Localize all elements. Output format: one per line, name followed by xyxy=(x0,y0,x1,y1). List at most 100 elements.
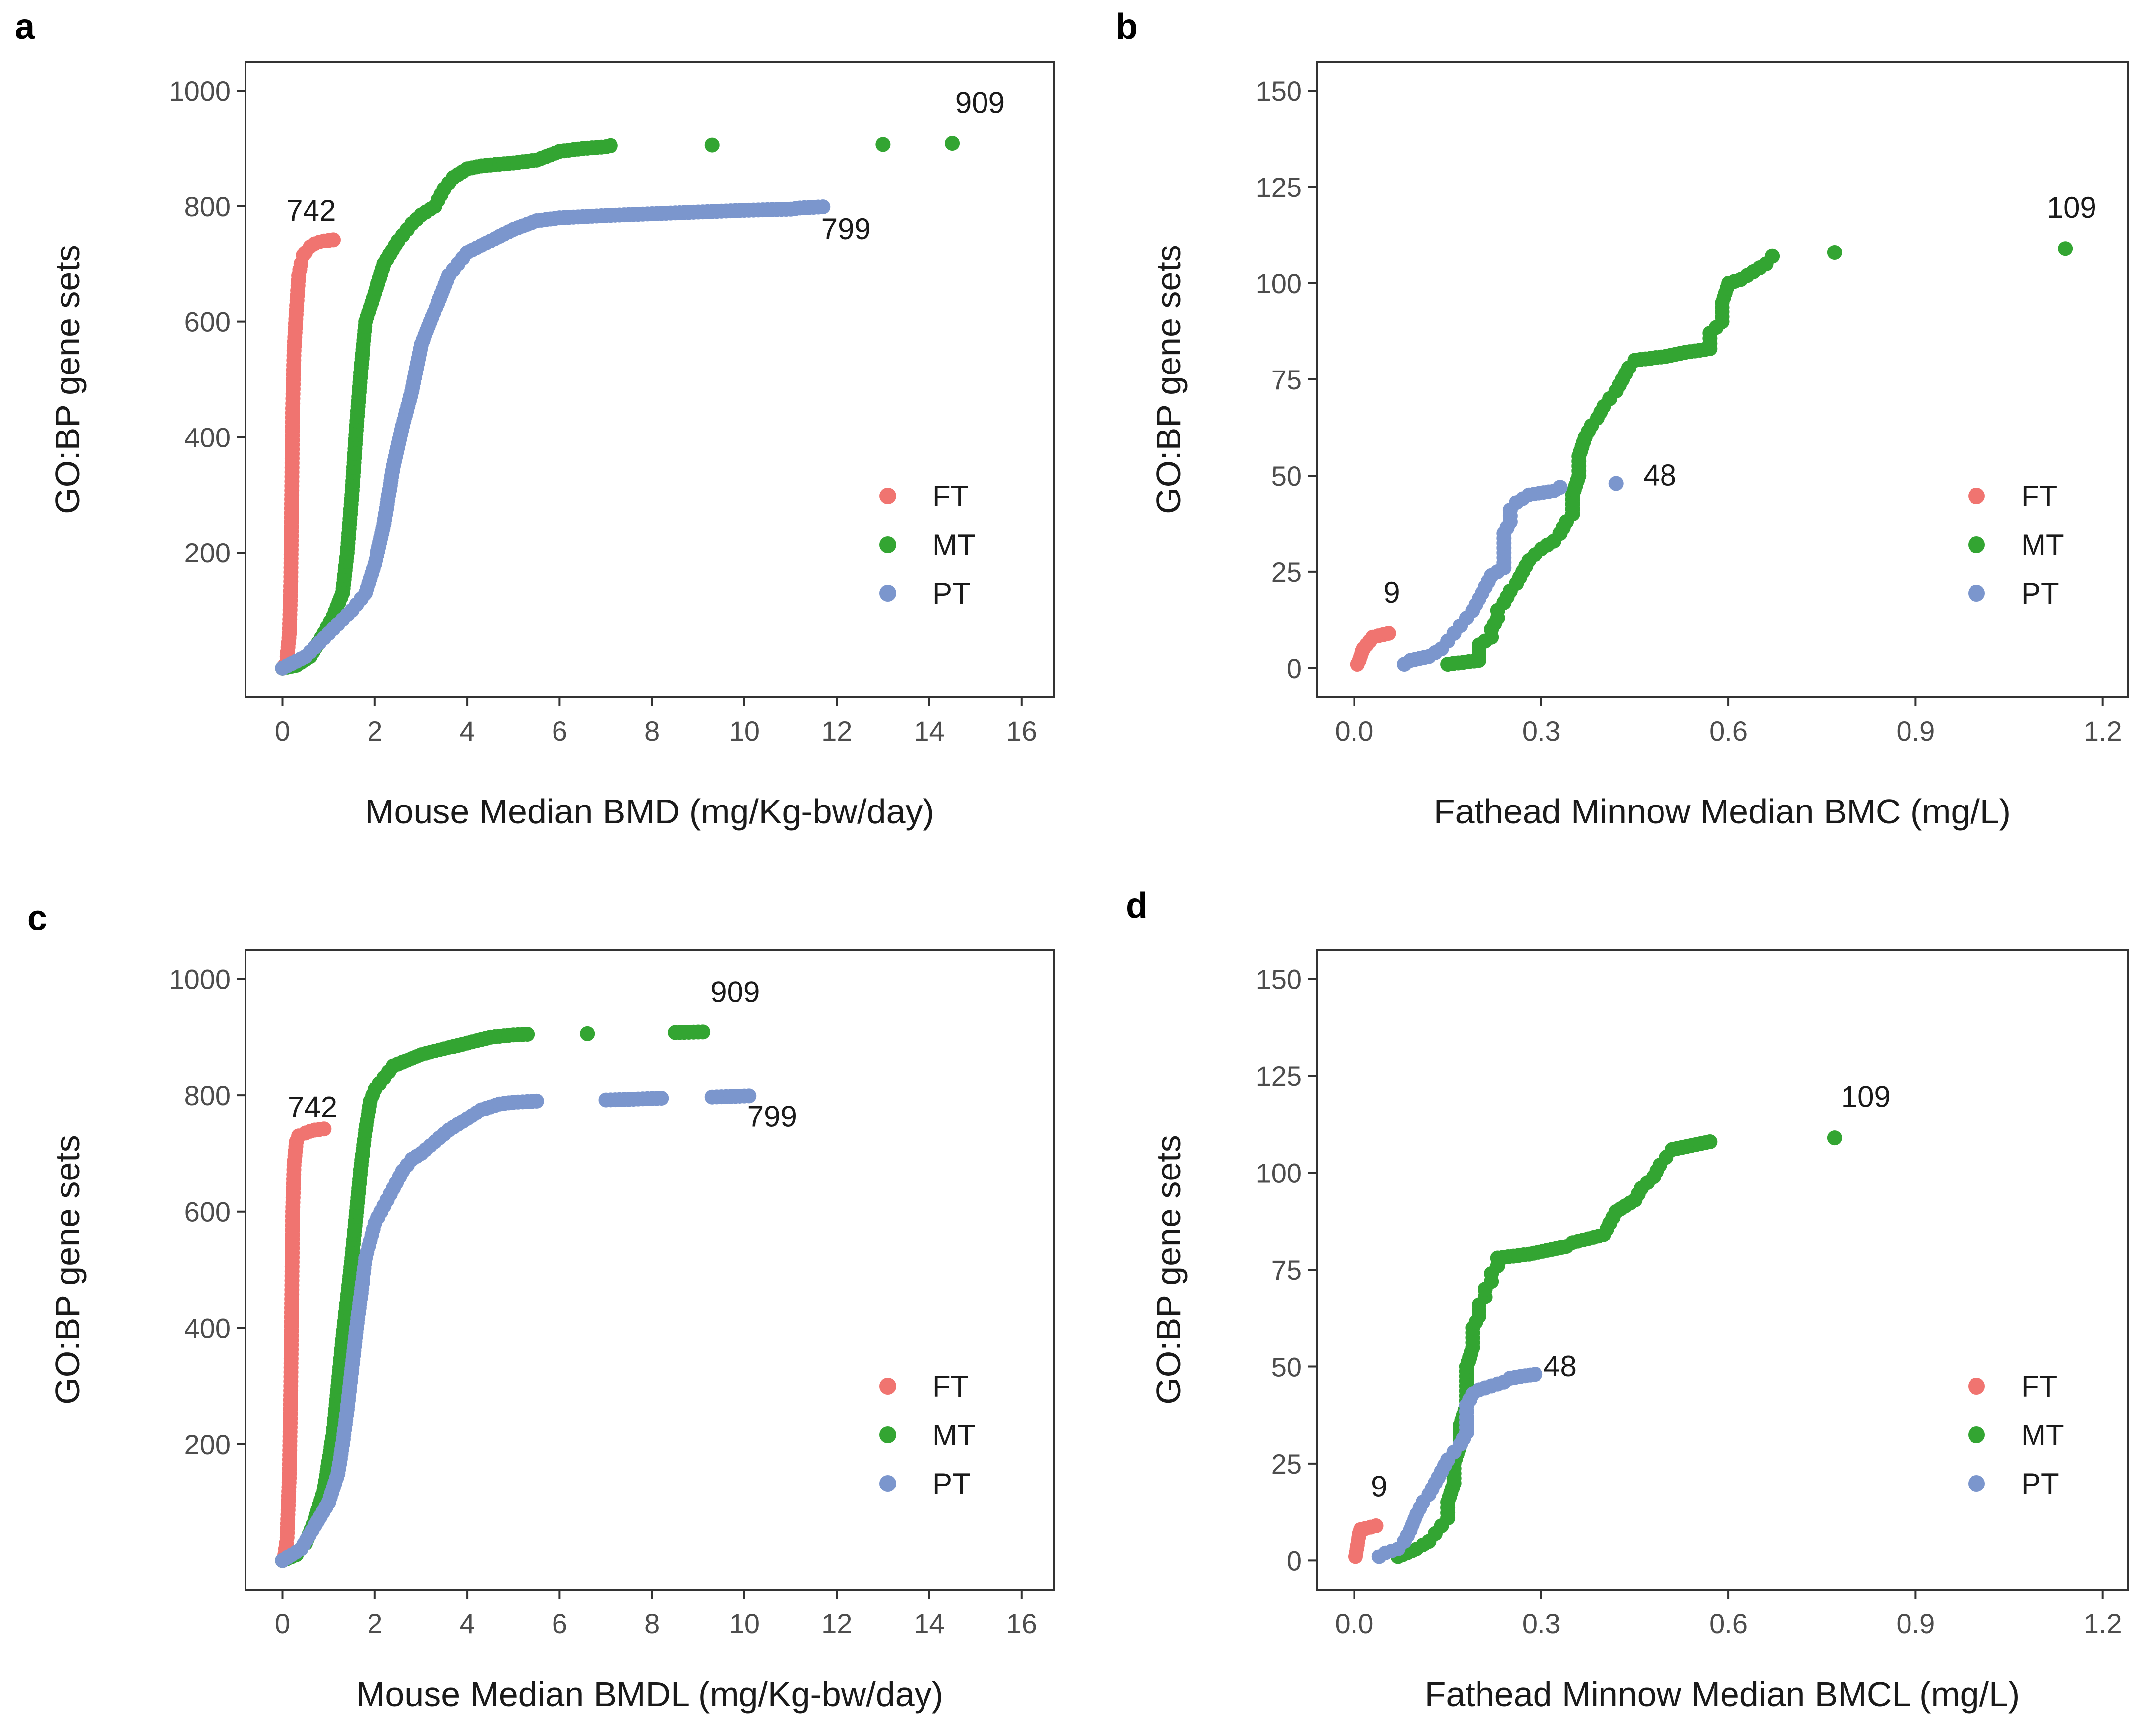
y-axis-title: GO:BP gene sets xyxy=(1149,1135,1188,1404)
panel-d: 0.0 0.3 0.6 0.9 1.2 0 25 50 75 100 125 150 Fathead M… xyxy=(1149,949,2129,1714)
data-point-mt xyxy=(1765,248,1780,264)
legend-marker-mt xyxy=(879,536,896,553)
x-tick-label: 12 xyxy=(821,1608,852,1639)
annotation-label: 799 xyxy=(747,1100,797,1133)
legend-marker-ft xyxy=(1968,1378,1985,1395)
legend-label-ft: FT xyxy=(932,480,969,513)
y-tick-label: 75 xyxy=(1271,1254,1302,1286)
legend-label-pt: PT xyxy=(2021,577,2059,610)
annotation-label: 909 xyxy=(710,976,760,1009)
legend-marker-ft xyxy=(879,488,896,504)
x-tick-label: 2 xyxy=(367,715,382,746)
x-tick-label: 0.6 xyxy=(1709,715,1748,746)
x-tick-label: 16 xyxy=(1006,1608,1037,1639)
legend-label-mt: MT xyxy=(932,528,976,561)
legend-marker-mt xyxy=(879,1426,896,1443)
panel-letter-a: a xyxy=(15,7,35,47)
legend: FT MT PT xyxy=(1968,480,2064,610)
data-point-mt xyxy=(1827,1130,1842,1146)
x-tick-label: 16 xyxy=(1006,715,1037,746)
series-FT xyxy=(1350,626,1396,672)
annotation-label: 742 xyxy=(288,1091,337,1124)
plot-frame xyxy=(1316,61,2129,698)
legend-marker-mt xyxy=(1968,536,1985,553)
data-point-pt xyxy=(1528,1367,1543,1382)
data-point-mt xyxy=(2058,241,2073,256)
y-tick-label: 400 xyxy=(185,1312,231,1344)
x-tick-label: 1.2 xyxy=(2084,1608,2122,1639)
x-tick-label: 8 xyxy=(644,715,660,746)
y-tick-label: 600 xyxy=(185,307,231,338)
x-tick-label: 14 xyxy=(914,1608,944,1639)
series-MT xyxy=(1440,241,2073,672)
data-point-pt xyxy=(529,1093,544,1109)
y-tick-label: 800 xyxy=(185,1080,231,1111)
x-tick-label: 0.3 xyxy=(1522,1608,1561,1639)
y-tick-label: 75 xyxy=(1271,364,1302,395)
plot-frame xyxy=(245,949,1055,1591)
x-tick-label: 2 xyxy=(367,1608,382,1639)
x-tick-label: 4 xyxy=(460,715,475,746)
x-tick-label: 0.9 xyxy=(1896,1608,1935,1639)
legend-label-ft: FT xyxy=(2021,1370,2057,1403)
data-point-pt xyxy=(654,1091,669,1106)
data-point-ft xyxy=(325,232,341,248)
plot-frame xyxy=(1316,949,2129,1591)
x-axis-title: Fathead Minnow Median BMC (mg/L) xyxy=(1434,792,2011,831)
panel-letter-b: b xyxy=(1116,7,1138,47)
y-tick-label: 125 xyxy=(1256,1060,1302,1092)
data-point-ft xyxy=(1368,1518,1384,1533)
plot-frame xyxy=(245,61,1055,698)
panel-letter-d: d xyxy=(1126,886,1148,926)
annotation-label: 109 xyxy=(2047,191,2096,224)
series-MT xyxy=(1390,1130,1842,1564)
legend-label-mt: MT xyxy=(2021,1419,2064,1452)
legend-label-pt: PT xyxy=(2021,1467,2059,1500)
data-point-pt xyxy=(815,199,831,215)
data-point-mt xyxy=(695,1024,711,1040)
y-tick-label: 50 xyxy=(1271,1351,1302,1382)
legend-marker-pt xyxy=(1968,1475,1985,1492)
data-point-pt xyxy=(1608,476,1624,491)
legend-marker-pt xyxy=(879,1475,896,1492)
data-point-mt xyxy=(1827,245,1842,260)
y-tick-label: 50 xyxy=(1271,460,1302,492)
y-tick-label: 25 xyxy=(1271,557,1302,588)
panel-letter-c: c xyxy=(27,898,47,938)
annotation-label: 9 xyxy=(1371,1470,1387,1503)
y-tick-label: 200 xyxy=(185,537,231,568)
x-tick-label: 12 xyxy=(821,715,852,746)
x-axis-title: Mouse Median BMD (mg/Kg-bw/day) xyxy=(365,792,934,831)
y-tick-label: 150 xyxy=(1256,964,1302,995)
annotation-label: 9 xyxy=(1383,576,1400,609)
series-PT xyxy=(275,199,831,676)
legend-label-pt: PT xyxy=(932,1467,971,1500)
y-tick-label: 1000 xyxy=(169,75,231,107)
data-point-mt xyxy=(875,137,891,152)
data-point-ft xyxy=(1381,626,1396,641)
legend-label-mt: MT xyxy=(932,1419,976,1452)
x-tick-label: 0 xyxy=(275,715,290,746)
legend: FT MT PT xyxy=(1968,1370,2064,1500)
y-tick-label: 25 xyxy=(1271,1448,1302,1480)
x-tick-label: 4 xyxy=(460,1608,475,1639)
legend: FT MT PT xyxy=(879,1370,976,1500)
series-PT xyxy=(275,1088,757,1568)
y-tick-label: 0 xyxy=(1287,653,1302,684)
y-tick-label: 1000 xyxy=(169,964,231,995)
y-tick-label: 0 xyxy=(1287,1545,1302,1576)
x-tick-label: 1.2 xyxy=(2084,715,2122,746)
y-tick-label: 800 xyxy=(185,191,231,222)
annotation-label: 799 xyxy=(821,212,871,246)
data-point-mt xyxy=(704,137,720,153)
x-tick-label: 10 xyxy=(729,1608,760,1639)
legend-marker-ft xyxy=(879,1378,896,1395)
data-point-pt xyxy=(1552,480,1568,495)
legend-marker-mt xyxy=(1968,1426,1985,1443)
x-tick-label: 0.9 xyxy=(1896,715,1935,746)
x-tick-label: 0.0 xyxy=(1335,715,1374,746)
y-tick-label: 100 xyxy=(1256,268,1302,299)
annotation-label: 909 xyxy=(955,86,1005,119)
y-axis-title: GO:BP gene sets xyxy=(1149,245,1188,514)
